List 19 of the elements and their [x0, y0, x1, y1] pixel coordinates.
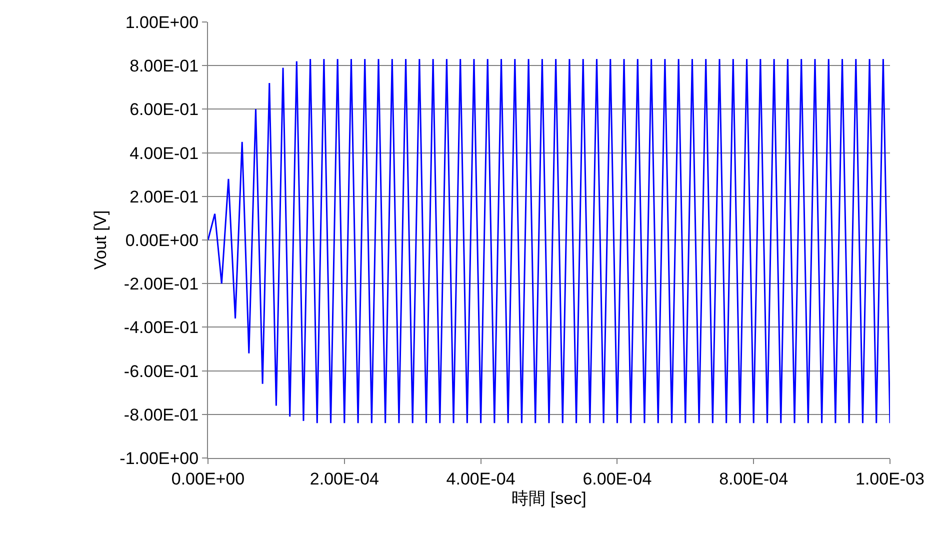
y-axis-title: Vout [V]	[91, 210, 110, 270]
y-tick-label: -6.00E-01	[124, 362, 199, 381]
y-tick-label: -2.00E-01	[124, 274, 199, 294]
y-tick-label: 2.00E-01	[130, 187, 199, 206]
y-tick-label: 4.00E-01	[130, 144, 199, 163]
x-tick-label: 2.00E-04	[310, 469, 379, 488]
x-tick-label: 8.00E-04	[719, 469, 788, 488]
x-tick-label: 0.00E+00	[171, 469, 245, 488]
x-tick-label: 1.00E-03	[856, 469, 924, 488]
x-tick-label: 6.00E-04	[582, 469, 652, 488]
x-tick-label: 4.00E-04	[446, 469, 516, 488]
y-tick-label: -1.00E+00	[120, 448, 199, 468]
y-tick-label: -8.00E-01	[124, 405, 199, 424]
y-tick-label: 0.00E+00	[125, 230, 199, 250]
y-tick-label: 8.00E-01	[130, 56, 199, 76]
y-tick-label: -4.00E-01	[124, 318, 199, 338]
y-tick-label: 1.00E+00	[125, 12, 199, 32]
y-tick-label: 6.00E-01	[130, 100, 199, 120]
x-axis-title: 時間 [sec]	[512, 488, 586, 508]
